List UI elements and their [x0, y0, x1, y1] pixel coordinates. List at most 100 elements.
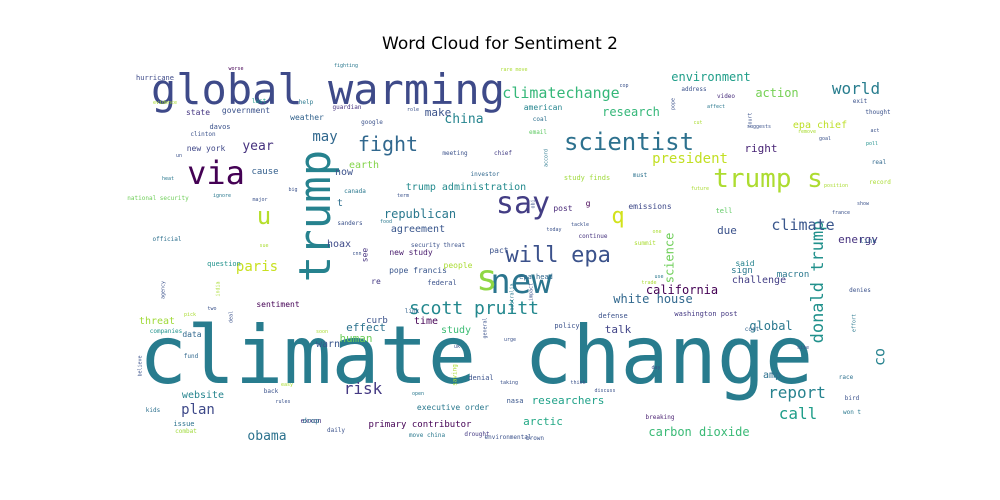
word-carbon-dioxide: carbon dioxide [648, 425, 749, 439]
word-white-house: white house [613, 292, 692, 306]
word-action: action [755, 86, 798, 100]
word-accord: accord [544, 149, 550, 167]
word-poll: poll [866, 141, 878, 147]
word-via: via [187, 154, 245, 192]
word-real: real [872, 159, 887, 166]
chart-title: Word Cloud for Sentiment 2 [382, 34, 618, 54]
word-cut: cut [693, 120, 702, 126]
word-national-security: national security [127, 195, 189, 202]
word-role: role [407, 107, 419, 113]
word-paris: paris [236, 259, 278, 275]
word-federal: federal [427, 279, 457, 287]
word-challenge: challenge [732, 275, 786, 286]
word-talk: talk [605, 323, 632, 336]
word-major: major [252, 197, 267, 203]
word-may: may [312, 129, 337, 145]
word-two: two [207, 306, 216, 312]
word-race: race [839, 374, 854, 381]
word-defense: defense [598, 312, 628, 320]
word-act: act [870, 128, 879, 134]
word-canada: canada [344, 188, 366, 195]
word-food: food [380, 219, 392, 225]
word-pact: pact [489, 246, 508, 255]
word-study-finds: study finds [564, 174, 610, 182]
word-un: un [176, 153, 182, 159]
word-sign: sign [731, 266, 753, 276]
word-video: video [717, 93, 735, 100]
word-re: re [371, 277, 381, 286]
word-u: u [257, 202, 271, 230]
word-court: court [748, 112, 754, 127]
word-trade: trade [641, 280, 656, 286]
word-brown: brown [526, 435, 544, 442]
word-trump: trump [290, 150, 341, 282]
word-chief: chief [494, 150, 512, 157]
word-term: term [397, 193, 409, 199]
word-call: call [779, 404, 818, 423]
word-rare-move: rare move [500, 67, 527, 73]
word-said: said [735, 259, 754, 268]
word-donald-trump: donald trump [808, 221, 828, 344]
word-breaking: breaking [646, 414, 675, 421]
word-data: data [182, 330, 201, 339]
word-think: think [570, 380, 585, 386]
word-earth: earth [349, 160, 379, 171]
word-position: position [824, 183, 848, 189]
word-time: time [414, 316, 438, 327]
word-pope: pope [671, 98, 677, 110]
word-pope-francis: pope francis [389, 266, 447, 275]
word-today: today [546, 227, 561, 233]
word-china: china [444, 112, 483, 127]
word-epa: epa [571, 243, 611, 268]
word-kids: kids [146, 407, 161, 414]
word-drop: drop [303, 417, 320, 425]
word-link: link [860, 237, 878, 245]
word-president: president [652, 151, 728, 167]
word-global-warming: global warming [151, 65, 505, 114]
word-taking: taking [500, 380, 518, 386]
word-google: google [361, 119, 383, 126]
word-trump-administration: trump administration [406, 182, 526, 193]
word-g: g [586, 199, 591, 208]
word-denial: denial [468, 374, 493, 382]
word-right: right [744, 142, 777, 155]
word-climate: climate [771, 216, 834, 234]
word-new: new [490, 262, 552, 302]
word-exxon: exxon [300, 417, 321, 425]
word-help: help [299, 99, 314, 106]
word-goal: goal [819, 136, 831, 142]
word-climatechange: climatechange [502, 84, 619, 102]
word-arctic: arctic [523, 415, 563, 428]
word-affect: affect [707, 104, 725, 110]
word-last: last [252, 98, 267, 105]
word-threat: threat [139, 316, 175, 327]
word-evidence: evidence [153, 100, 177, 106]
word-move-china: move china [409, 432, 446, 439]
word-future: future [691, 186, 709, 192]
word-curb: curb [366, 316, 388, 326]
word-summit: summit [634, 240, 656, 247]
word-will: will [506, 243, 559, 268]
word-q: q [611, 204, 624, 229]
word-risk: risk [344, 379, 383, 398]
word-research: research [602, 105, 660, 119]
word-issue: issue [173, 420, 194, 428]
word-nasa: nasa [507, 397, 524, 405]
word-scott-pruitt: scott pruitt [409, 298, 539, 319]
word-back: back [264, 388, 279, 395]
word-see: see [361, 248, 370, 263]
word-site: site [797, 345, 809, 351]
word-daily: daily [327, 427, 345, 434]
word-clinton: clinton [190, 131, 216, 138]
word-one: one [652, 229, 661, 235]
word-cost: cost [745, 326, 760, 333]
word-report: report [768, 383, 826, 402]
word-day: day [651, 365, 660, 371]
word-meeting: meeting [442, 150, 468, 157]
word-agency: agency [161, 281, 167, 299]
word-record: record [869, 179, 891, 186]
word-believe: believe [138, 355, 144, 376]
word-amp: amp [763, 370, 781, 381]
word-new-york: new york [187, 144, 226, 153]
